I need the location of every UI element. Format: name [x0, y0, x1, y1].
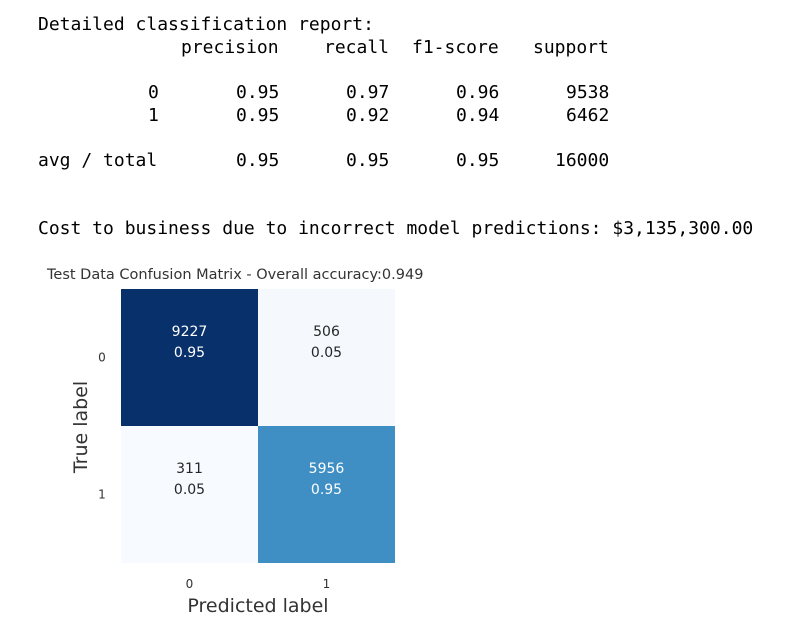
header-f1-score: f1-score [412, 37, 499, 58]
row-precision: 0.95 [236, 150, 280, 171]
row-precision: 0.95 [236, 82, 280, 103]
row-f1: 0.94 [456, 105, 500, 126]
row-recall: 0.97 [346, 82, 390, 103]
x-axis-label: Predicted label [187, 595, 328, 617]
row-precision: 0.95 [236, 105, 280, 126]
row-label: avg / total [38, 150, 158, 171]
heatmap-cell-1-1 [258, 426, 395, 563]
heatmap-cell-0-1 [258, 289, 395, 426]
row-recall: 0.95 [346, 150, 390, 171]
row-recall: 0.92 [346, 105, 390, 126]
y-tick-label: 1 [98, 488, 106, 502]
header-recall: recall [324, 37, 390, 58]
row-label: 1 [148, 105, 159, 126]
heatmap-cell-0-0 [121, 289, 258, 426]
cell-count-label: 311 [176, 461, 203, 477]
confusion-matrix-chart: Test Data Confusion Matrix - Overall acc… [46, 267, 423, 617]
heatmap-cell-1-0 [121, 426, 258, 563]
cell-ratio-label: 0.95 [311, 482, 342, 498]
x-tick-label: 1 [323, 577, 331, 591]
y-axis-label: True label [70, 381, 92, 474]
row-support: 6462 [566, 105, 610, 126]
classification-report-title: Detailed classification report: [38, 14, 374, 35]
report-row: 0 0.95 0.97 0.96 9538 [38, 81, 609, 219]
cell-count-label: 5956 [309, 461, 345, 477]
header-precision: precision [181, 37, 279, 58]
y-tick-label: 0 [98, 351, 106, 365]
row-f1: 0.96 [456, 82, 500, 103]
classification-report-header: precision recall f1-score support [38, 36, 609, 151]
cell-count-label: 9227 [172, 324, 208, 340]
header-support: support [533, 37, 609, 58]
report-row: 1 0.95 0.92 0.94 6462 [38, 104, 609, 242]
cell-count-label: 506 [313, 324, 340, 340]
x-tick-label: 0 [186, 577, 194, 591]
cost-line: Cost to business due to incorrect model … [38, 218, 754, 239]
row-support: 16000 [555, 150, 610, 171]
cell-ratio-label: 0.95 [174, 345, 205, 361]
row-label: 0 [148, 82, 159, 103]
cell-ratio-label: 0.05 [174, 482, 205, 498]
heatmap-cells: 9227 0.95 506 0.05 311 0.05 5956 0.95 [121, 289, 395, 563]
row-support: 9538 [566, 82, 610, 103]
row-f1: 0.95 [456, 150, 500, 171]
chart-title: Test Data Confusion Matrix - Overall acc… [46, 267, 423, 283]
report-row-avg: avg / total 0.95 0.95 0.95 16000 [38, 149, 609, 287]
axis-ticks: 0 1 0 1 [98, 351, 330, 592]
cell-ratio-label: 0.05 [311, 345, 342, 361]
